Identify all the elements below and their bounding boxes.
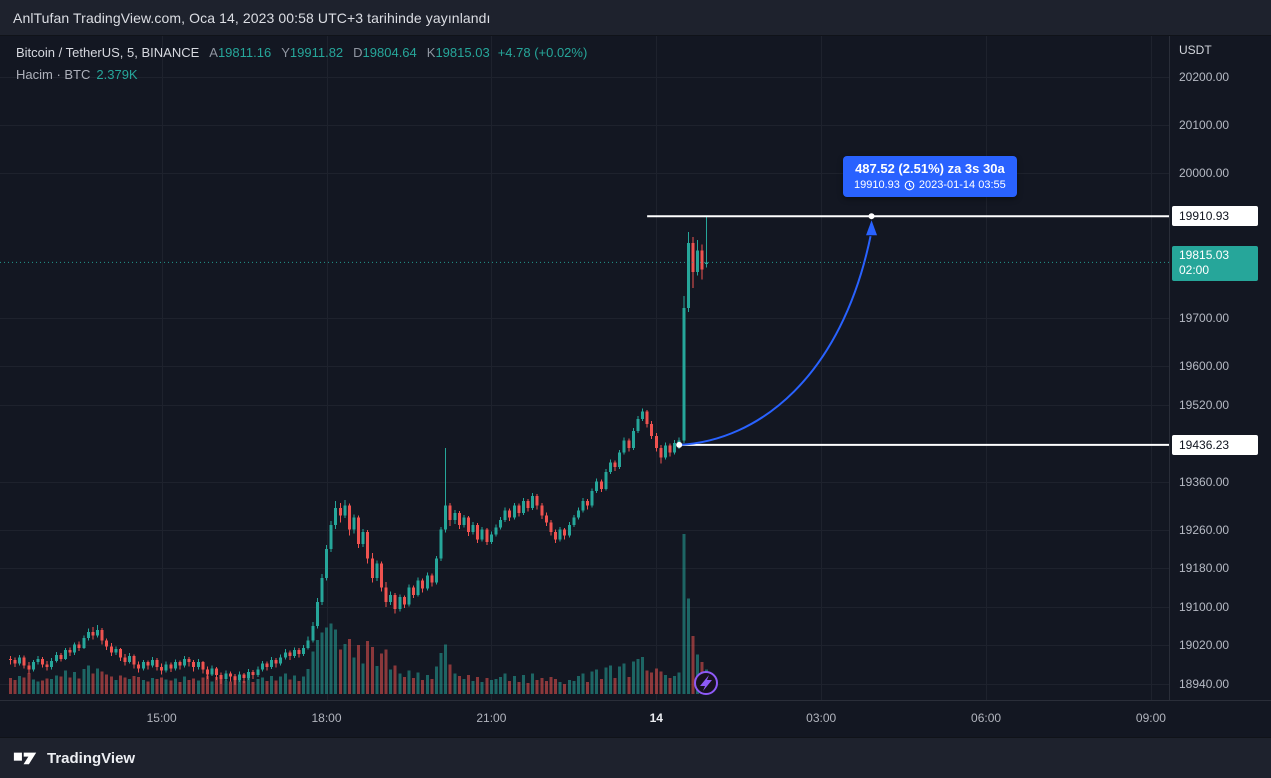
price-axis-tick: 19360.00 — [1179, 474, 1230, 489]
chart-area[interactable]: Bitcoin / TetherUS, 5, BINANCE A19811.16… — [0, 36, 1169, 700]
time-axis-tick: 09:00 — [1135, 711, 1166, 725]
time-axis-tick: 15:00 — [146, 711, 177, 725]
last-price-value: 19815.03 — [1179, 248, 1230, 263]
tradingview-logo-icon[interactable] — [13, 747, 38, 769]
tooltip-change-text: 487.52 (2.51%) za 3s 30a — [855, 161, 1005, 176]
chart-main: Bitcoin / TetherUS, 5, BINANCE A19811.16… — [0, 36, 1271, 700]
time-axis-tick: 18:00 — [311, 711, 342, 725]
time-axis[interactable]: 15:00 18:00 21:00 14 03:00 06:00 09:00 — [0, 700, 1271, 737]
time-axis-tick: 14 — [649, 711, 663, 725]
time-axis-tick: 03:00 — [806, 711, 837, 725]
price-level-label: 19910.93 — [1172, 206, 1258, 227]
price-axis-tick: 19100.00 — [1179, 599, 1230, 614]
chart-legend: Bitcoin / TetherUS, 5, BINANCE A19811.16… — [16, 45, 587, 89]
ohlc-close: K19815.03 — [426, 45, 490, 60]
volume-label: Hacim · BTC — [16, 67, 91, 82]
publish-link[interactable]: AnlTufan TradingView.com, Oca 14, 2023 0… — [13, 9, 491, 26]
footer-bar: TradingView — [0, 737, 1271, 778]
candles-layer — [9, 215, 709, 685]
time-axis-tick: 21:00 — [476, 711, 507, 725]
arrow-start-dot[interactable] — [676, 441, 683, 448]
arrowhead-icon — [866, 220, 878, 236]
ohlc-high: Y19911.82 — [281, 45, 344, 60]
ohlc-open: A19811.16 — [209, 45, 272, 60]
legend-symbol-row[interactable]: Bitcoin / TetherUS, 5, BINANCE A19811.16… — [16, 45, 587, 67]
change-text: +4.78 (+0.02%) — [497, 45, 588, 60]
tooltip-datetime: 2023-01-14 03:55 — [918, 179, 1006, 191]
legend-volume-row[interactable]: Hacim · BTC 2.379K — [16, 67, 587, 89]
price-axis-tick: 19700.00 — [1179, 310, 1230, 325]
price-axis-tick: 20200.00 — [1179, 69, 1230, 84]
publish-bar: AnlTufan TradingView.com, Oca 14, 2023 0… — [0, 0, 1271, 36]
price-axis-tick: 19520.00 — [1179, 397, 1230, 412]
volume-value: 2.379K — [96, 67, 138, 82]
price-axis-tick: 19020.00 — [1179, 638, 1230, 653]
volume-layer — [9, 534, 709, 694]
price-axis-tick: 20100.00 — [1179, 118, 1230, 133]
price-axis-tick: 19600.00 — [1179, 358, 1230, 373]
price-axis-tick: 19260.00 — [1179, 522, 1230, 537]
price-axis-tick: 18940.00 — [1179, 676, 1230, 691]
clock-icon — [904, 180, 915, 190]
tooltip-target-price: 19910.93 — [854, 179, 900, 191]
time-axis-tick: 06:00 — [971, 711, 1002, 725]
lightning-icon — [700, 675, 712, 691]
price-chart-svg[interactable] — [0, 36, 1169, 700]
bar-countdown: 02:00 — [1179, 263, 1210, 278]
lightning-badge[interactable] — [694, 671, 718, 695]
price-axis-tick: 19180.00 — [1179, 561, 1230, 576]
tooltip-detail-row: 19910.93 2023-01-14 03:55 — [854, 179, 1006, 191]
brand-name[interactable]: TradingView — [47, 749, 136, 767]
price-axis[interactable]: USDT 19815.03 02:00 19910.93 19436.23 2020… — [1169, 36, 1271, 700]
currency-label: USDT — [1179, 43, 1212, 57]
price-axis-tick: 20000.00 — [1179, 166, 1230, 181]
price-level-label: 19436.23 — [1172, 434, 1258, 455]
projection-tooltip[interactable]: 487.52 (2.51%) za 3s 30a 19910.93 2023-0… — [843, 156, 1017, 197]
last-price-label: 19815.03 02:00 — [1172, 246, 1258, 282]
grid-layer — [0, 36, 1169, 700]
symbol-title: Bitcoin / TetherUS, 5, BINANCE — [16, 45, 200, 60]
projection-arrow[interactable] — [679, 235, 872, 446]
ohlc-low: D19804.64 — [353, 45, 417, 60]
arrow-end-dot[interactable] — [868, 213, 875, 220]
